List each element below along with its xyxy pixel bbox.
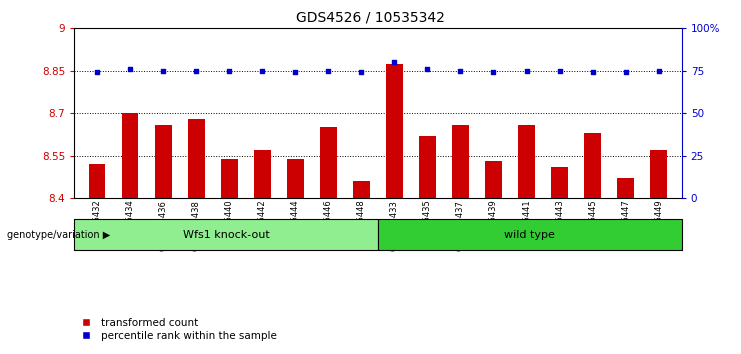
Point — [124, 66, 136, 72]
Bar — [287, 159, 304, 198]
Legend: transformed count, percentile rank within the sample: transformed count, percentile rank withi… — [72, 314, 281, 345]
Bar — [617, 178, 634, 198]
Bar — [452, 125, 469, 198]
Point — [422, 66, 433, 72]
Bar — [551, 167, 568, 198]
Text: Wfs1 knock-out: Wfs1 knock-out — [182, 229, 270, 240]
Point — [91, 70, 103, 75]
Bar — [188, 119, 205, 198]
Bar — [221, 159, 238, 198]
Bar — [254, 150, 270, 198]
Point — [290, 70, 302, 75]
Point — [157, 68, 169, 74]
Bar — [485, 161, 502, 198]
Point — [521, 68, 533, 74]
Bar — [155, 125, 171, 198]
Point — [256, 68, 268, 74]
Point — [454, 68, 466, 74]
Bar — [89, 164, 105, 198]
Bar — [320, 127, 336, 198]
Text: genotype/variation ▶: genotype/variation ▶ — [7, 229, 110, 240]
Bar — [353, 181, 370, 198]
Point — [388, 59, 400, 65]
Bar — [585, 133, 601, 198]
Point — [587, 70, 599, 75]
Bar — [419, 136, 436, 198]
Bar — [518, 125, 535, 198]
Bar — [386, 64, 402, 198]
Point — [223, 68, 235, 74]
Point — [356, 70, 368, 75]
Bar — [74, 219, 378, 250]
Text: wild type: wild type — [505, 229, 555, 240]
Point — [190, 68, 202, 74]
Point — [322, 68, 334, 74]
Point — [554, 68, 565, 74]
Point — [619, 70, 631, 75]
Point — [653, 68, 665, 74]
Bar — [122, 113, 139, 198]
Bar — [378, 219, 682, 250]
Bar — [651, 150, 667, 198]
Point — [488, 70, 499, 75]
Text: GDS4526 / 10535342: GDS4526 / 10535342 — [296, 11, 445, 25]
